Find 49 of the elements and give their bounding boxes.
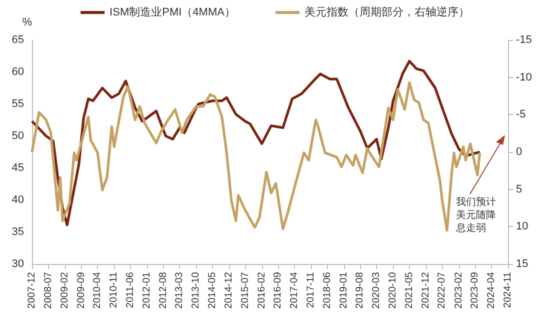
y-tick-label: 35 (12, 226, 24, 238)
y-tick-label: 30 (12, 258, 24, 270)
x-tick-label: 2018-06 (322, 272, 333, 309)
x-tick-label: 2008-07 (42, 272, 54, 309)
x-tick-label: 2012-08 (158, 272, 169, 309)
x-tick-label: 2020-03 (371, 272, 382, 309)
x-tick-label: 2017-04 (289, 272, 300, 309)
y-axis-title: % (22, 16, 32, 28)
x-tick-label: 2015-07 (240, 272, 251, 309)
x-tick-label: 2013-10 (190, 272, 202, 309)
y-tick-label: 65 (12, 34, 24, 46)
x-tick-label: 2009-02 (59, 272, 70, 309)
y-tick-label: 40 (12, 194, 24, 206)
x-tick-label: 2023-02 (453, 272, 464, 309)
y2-tick-label: 10 (516, 220, 528, 233)
x-tick-label: 2010-11 (108, 272, 120, 308)
x-tick-label: 2007-12 (26, 272, 38, 309)
annotation: 我们预计美元随降息走弱 (455, 196, 496, 234)
x-tick-label: 2019-01 (338, 272, 350, 309)
y-tick-label: 60 (12, 66, 24, 78)
x-tick-label: 2009-09 (76, 272, 87, 309)
y2-tick-label: -5 (516, 108, 526, 121)
y-tick-label: 50 (12, 130, 24, 142)
y2-tick-label: -10 (516, 71, 532, 84)
x-tick-label: 2024-04 (486, 272, 498, 309)
x-tick-label: 2010-04 (92, 272, 104, 309)
y2-tick-label: -15 (516, 34, 532, 46)
legend-label: ISM制造业PMI（4MMA） (110, 6, 236, 18)
x-tick-label: 2017-11 (306, 272, 317, 308)
y2-tick-label: 15 (516, 258, 528, 270)
x-tick-label: 2013-03 (174, 272, 186, 309)
x-tick-label: 2011-06 (124, 272, 136, 308)
x-tick-label: 2012-01 (141, 272, 152, 309)
x-tick-label: 2014-12 (223, 272, 234, 309)
x-tick-label: 2023-09 (470, 272, 481, 309)
x-tick-label: 2022-07 (436, 272, 448, 309)
y-tick-label: 55 (12, 98, 24, 110)
x-tick-label: 2021-12 (420, 272, 432, 309)
x-tick-label: 2021-05 (404, 272, 415, 309)
x-tick-label: 2016-09 (272, 272, 284, 309)
legend-label: 美元指数（周期部分，右轴逆序） (304, 6, 470, 18)
x-tick-label: 2019-08 (354, 272, 366, 309)
x-tick-label: 2020-10 (388, 272, 399, 309)
x-tick-label: 2014-05 (206, 272, 218, 309)
x-tick-label: 2016-02 (256, 272, 268, 309)
x-tick-label: 2024-11 (502, 272, 514, 308)
y2-tick-label: 0 (516, 146, 522, 158)
y-tick-label: 45 (12, 162, 24, 174)
y2-tick-label: 5 (516, 183, 522, 196)
